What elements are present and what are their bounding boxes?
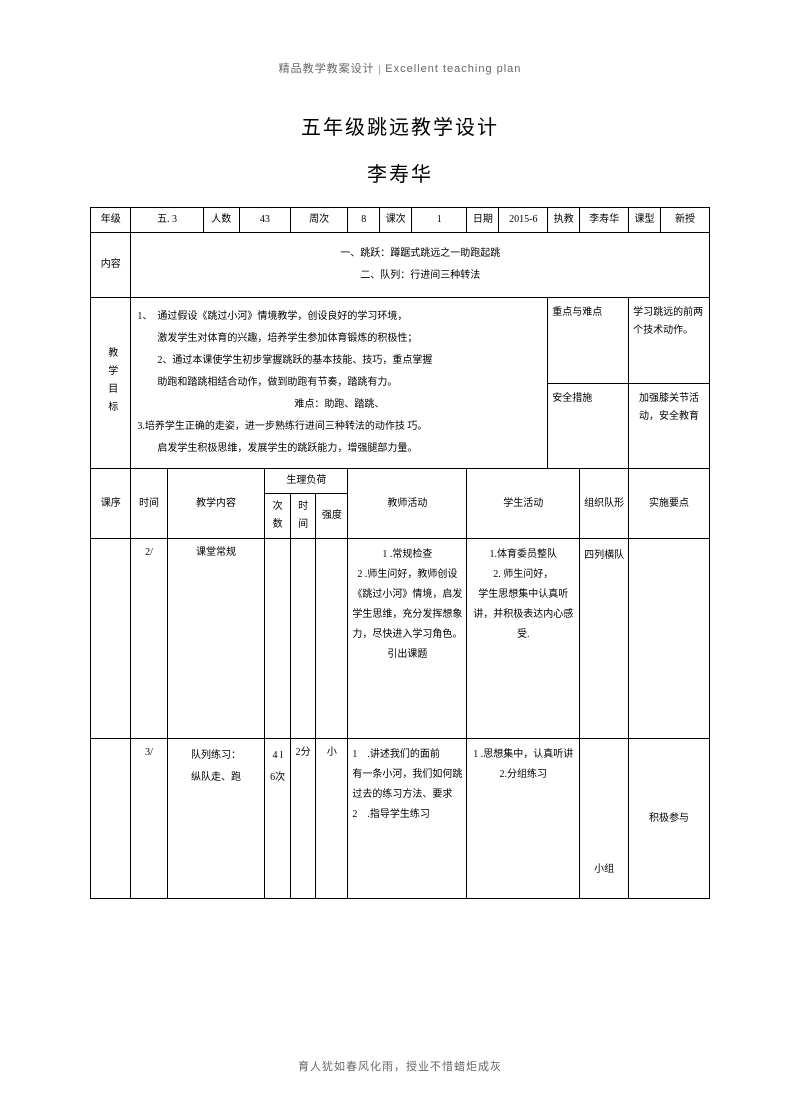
row1-content: 课堂常规 (167, 539, 265, 739)
date-value: 2015-6 (499, 208, 548, 233)
page-footer: 育人犹如春风化雨，授业不惜蜡炬成灰 (0, 1058, 800, 1074)
teacher-value: 李寿华 (580, 208, 629, 233)
title-sub: 李寿华 (90, 158, 710, 187)
teacher-label: 执教 (548, 208, 580, 233)
row1-student: 1.体育委员整队 2. 师生问好， 学生思想集中认真听讲，并积极表达内心感受. (467, 539, 580, 739)
content-cell: 一、跳跃：蹲踞式跳远之一助跑起跳 二、队列：行进间三种转法 (131, 233, 710, 298)
week-label: 周次 (290, 208, 347, 233)
date-label: 日期 (467, 208, 499, 233)
row2-seq (91, 739, 131, 899)
data-row-2: 3/ 队列练习： 纵队走、跑 4 l 6次 2分 小 1 .讲述我们的面前 有一… (91, 739, 710, 899)
row2-content: 队列练习： 纵队走、跑 (167, 739, 265, 899)
row1-points (629, 539, 710, 739)
title-main: 五年级跳远教学设计 (90, 111, 710, 140)
content-line1: 一、跳跃：蹲踞式跳远之一助跑起跳 (135, 243, 705, 265)
safety-text: 加强膝关节活动，安全教育 (629, 383, 710, 469)
content-line2: 二、队列：行进间三种转法 (135, 265, 705, 287)
student-act-header: 学生活动 (467, 469, 580, 539)
row2-points: 积极参与 (629, 739, 710, 899)
info-row: 年级 五. 3 人数 43 周次 8 课次 1 日期 2015-6 执教 李寿华… (91, 208, 710, 233)
data-row-1: 2/ 课堂常规 1 .常规检查 2 .师生问好，教师创设《跳过小河》情境，启发学… (91, 539, 710, 739)
lesson-label: 课次 (380, 208, 412, 233)
row1-seq (91, 539, 131, 739)
load-header: 生理负荷 (265, 469, 348, 494)
content-header: 教学内容 (167, 469, 265, 539)
lesson-plan-table: 年级 五. 3 人数 43 周次 8 课次 1 日期 2015-6 执教 李寿华… (90, 207, 710, 899)
safety-label: 安全措施 (548, 383, 629, 469)
row2-duration: 2分 (290, 739, 316, 899)
content-row: 内容 一、跳跃：蹲踞式跳远之一助跑起跳 二、队列：行进间三种转法 (91, 233, 710, 298)
focus-text: 学习跳远的前两个技术动作。 (629, 298, 710, 384)
header-row1: 课序 时间 教学内容 生理负荷 教师活动 学生活动 组织队形 实施要点 (91, 469, 710, 494)
duration-header: 时间 (290, 494, 316, 539)
row2-intensity: 小 (316, 739, 348, 899)
row2-formation: 小组 (580, 739, 629, 899)
count-label: 人数 (203, 208, 239, 233)
goals-text: 1、 通过假设《跳过小河》情境教学，创设良好的学习环境， 激发学生对体育的兴趣，… (131, 298, 548, 469)
count-value: 43 (239, 208, 290, 233)
row1-formation: 四列横队 (580, 539, 629, 739)
week-value: 8 (348, 208, 380, 233)
row1-count (265, 539, 291, 739)
row2-time: 3/ (131, 739, 167, 899)
row2-student: 1 .思想集中，认真听讲 2.分组练习 (467, 739, 580, 899)
row1-teacher: 1 .常规检查 2 .师生问好，教师创设《跳过小河》情境，启发学生思维，充分发挥… (348, 539, 467, 739)
goals-label: 教学目标 (91, 298, 131, 469)
time-header: 时间 (131, 469, 167, 539)
focus-label: 重点与难点 (548, 298, 629, 384)
goals-row1: 教学目标 1、 通过假设《跳过小河》情境教学，创设良好的学习环境， 激发学生对体… (91, 298, 710, 384)
row2-count: 4 l 6次 (265, 739, 291, 899)
grade-label: 年级 (91, 208, 131, 233)
content-label: 内容 (91, 233, 131, 298)
header-en: Excellent teaching plan (385, 63, 521, 75)
seq-header: 课序 (91, 469, 131, 539)
row1-intensity (316, 539, 348, 739)
row1-duration (290, 539, 316, 739)
header-cn: 精品教学教案设计 (279, 63, 375, 75)
teacher-act-header: 教师活动 (348, 469, 467, 539)
row2-teacher: 1 .讲述我们的面前 有一条小河，我们如何跳过去的练习方法、要求 2 .指导学生… (348, 739, 467, 899)
intensity-header: 强度 (316, 494, 348, 539)
count-header: 次数 (265, 494, 291, 539)
type-value: 新授 (661, 208, 710, 233)
lesson-value: 1 (412, 208, 467, 233)
type-label: 课型 (629, 208, 661, 233)
header-divider: | (375, 63, 386, 75)
row1-time: 2/ (131, 539, 167, 739)
formation-header: 组织队形 (580, 469, 629, 539)
points-header: 实施要点 (629, 469, 710, 539)
grade-value: 五. 3 (131, 208, 203, 233)
page-header: 精品教学教案设计 | Excellent teaching plan (90, 60, 710, 76)
